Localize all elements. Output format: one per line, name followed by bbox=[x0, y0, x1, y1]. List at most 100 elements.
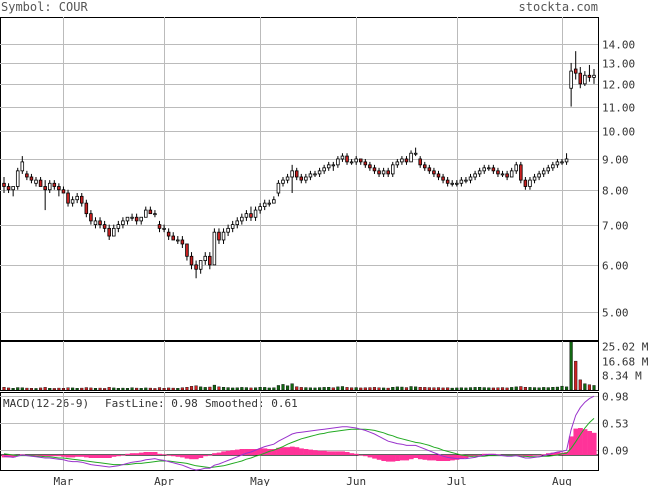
volume-bar bbox=[405, 388, 408, 390]
candle-body bbox=[250, 214, 253, 218]
candle-body bbox=[437, 174, 440, 177]
volume-bar bbox=[144, 388, 147, 390]
volume-bar bbox=[90, 388, 93, 390]
x-tick-label: Mar bbox=[54, 475, 74, 486]
macd-histogram-bar bbox=[285, 447, 290, 455]
candle-body bbox=[469, 177, 472, 180]
candle-body bbox=[195, 265, 198, 269]
volume-bar bbox=[524, 387, 527, 390]
volume-bar bbox=[369, 388, 372, 390]
macd-histogram-bar bbox=[70, 455, 75, 457]
candle-body bbox=[474, 174, 477, 177]
macd-histogram-bar bbox=[340, 451, 345, 455]
volume-bar bbox=[538, 388, 541, 390]
volume-bar bbox=[442, 388, 445, 390]
candle-body bbox=[112, 228, 115, 236]
macd-histogram-bar bbox=[386, 455, 391, 462]
volume-bar bbox=[478, 387, 481, 390]
volume-bar bbox=[222, 387, 225, 390]
macd-histogram-bar bbox=[217, 453, 222, 455]
volume-bar bbox=[309, 388, 312, 390]
candle-body bbox=[446, 180, 449, 183]
macd-histogram-bar bbox=[354, 454, 359, 455]
candle-body bbox=[48, 183, 51, 189]
volume-bar bbox=[12, 388, 15, 390]
candle-body bbox=[533, 177, 536, 180]
candle-body bbox=[12, 186, 15, 189]
macd-histogram-bar bbox=[294, 447, 299, 455]
volume-bar bbox=[487, 388, 490, 390]
candle-body bbox=[154, 214, 157, 215]
macd-histogram-bar bbox=[413, 455, 418, 458]
volume-bar bbox=[542, 387, 545, 390]
candle-body bbox=[391, 165, 394, 174]
candle-body bbox=[35, 180, 38, 183]
macd-histogram-bar bbox=[189, 455, 194, 459]
macd-histogram-bar bbox=[331, 451, 336, 455]
candle-body bbox=[378, 171, 381, 174]
candle-body bbox=[204, 256, 207, 260]
macd-histogram-bar bbox=[345, 452, 350, 455]
macd-histogram-bar bbox=[212, 453, 217, 455]
volume-bar bbox=[346, 387, 349, 390]
volume-bar bbox=[327, 387, 330, 390]
volume-bar bbox=[570, 342, 573, 390]
candle-body bbox=[304, 177, 307, 180]
volume-bar bbox=[474, 387, 477, 390]
candle-body bbox=[99, 221, 102, 225]
volume-bar bbox=[483, 388, 486, 390]
volume-bar bbox=[195, 386, 198, 390]
x-tick-label: Jul bbox=[447, 475, 467, 486]
macd-fast-line bbox=[4, 396, 594, 470]
volume-bar bbox=[593, 385, 596, 390]
candle-body bbox=[497, 171, 500, 174]
volume-bar bbox=[359, 388, 362, 390]
candle-body bbox=[291, 171, 294, 177]
price-tick-label: 9.00 bbox=[602, 154, 629, 167]
candle-body bbox=[218, 232, 221, 240]
volume-bar bbox=[35, 388, 38, 390]
candle-body bbox=[483, 168, 486, 171]
candle-body bbox=[318, 171, 321, 174]
candle-body bbox=[364, 162, 367, 165]
volume-bar bbox=[291, 384, 294, 390]
volume-bar bbox=[561, 386, 564, 390]
macd-histogram-bar bbox=[409, 455, 414, 459]
volume-bar bbox=[204, 387, 207, 390]
volume-bar bbox=[300, 387, 303, 390]
macd-histogram-bar bbox=[304, 449, 309, 455]
candle-body bbox=[268, 203, 271, 204]
volume-bar bbox=[67, 388, 70, 390]
macd-histogram-bar bbox=[592, 433, 597, 455]
volume-bar bbox=[250, 388, 253, 390]
volume-bar bbox=[117, 388, 120, 390]
volume-bar bbox=[208, 387, 211, 390]
candle-body bbox=[519, 165, 522, 180]
volume-bar bbox=[455, 388, 458, 390]
macd-histogram-bar bbox=[107, 455, 112, 458]
price-frame bbox=[1, 18, 599, 341]
candle-body bbox=[300, 177, 303, 180]
macd-histogram-bar bbox=[418, 455, 423, 459]
candle-body bbox=[80, 196, 83, 203]
candle-body bbox=[327, 165, 330, 168]
volume-bar bbox=[506, 388, 509, 390]
macd-histogram-bar bbox=[61, 455, 66, 457]
volume-bar bbox=[579, 380, 582, 390]
volume-bar bbox=[7, 388, 10, 390]
volume-bar bbox=[337, 387, 340, 390]
candle-body bbox=[16, 171, 19, 187]
macd-histogram-bar bbox=[423, 455, 428, 460]
volume-bar bbox=[378, 388, 381, 390]
volume-bar bbox=[460, 388, 463, 390]
candle-body bbox=[506, 174, 509, 177]
macd-histogram-bar bbox=[349, 453, 354, 455]
candle-body bbox=[529, 180, 532, 186]
macd-histogram-bar bbox=[43, 455, 48, 456]
macd-histogram-bar bbox=[148, 452, 153, 455]
macd-histogram-bar bbox=[235, 450, 240, 455]
macd-histogram-bar bbox=[281, 447, 286, 455]
candle-body bbox=[208, 256, 211, 265]
macd-histogram-bar bbox=[230, 450, 235, 455]
candle-body bbox=[44, 186, 47, 189]
